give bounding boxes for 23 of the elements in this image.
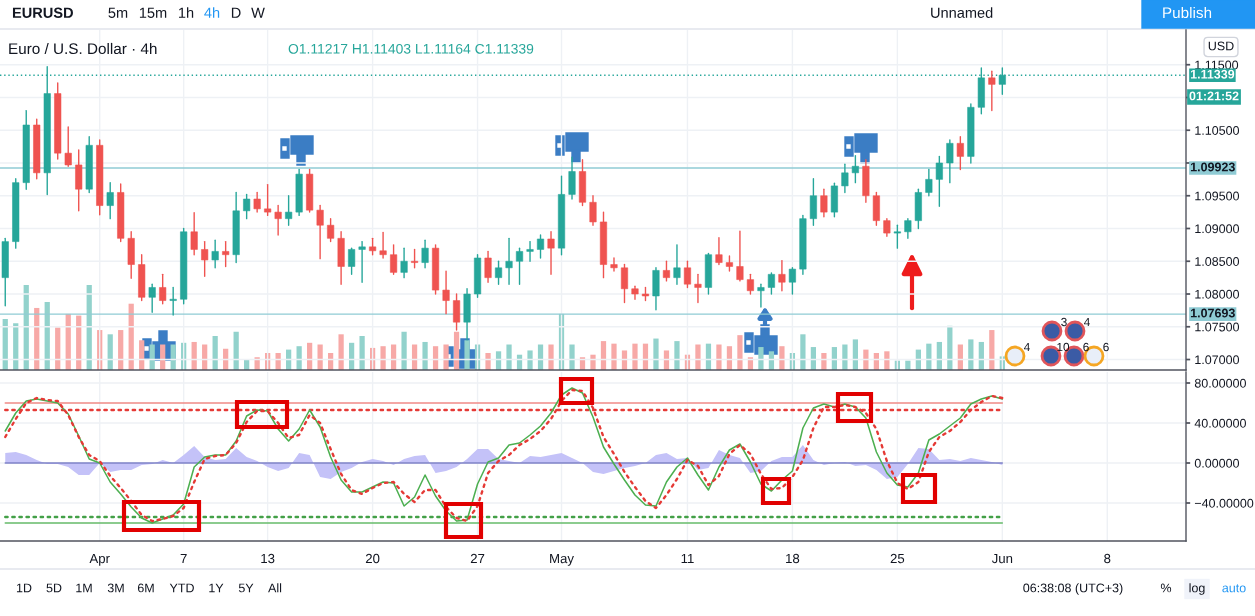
text: EURUSD [12,7,73,18]
text: 6M [137,583,154,593]
text: log [1189,583,1205,595]
text: 15m [139,7,167,18]
text: auto [1222,584,1246,593]
text: Unnamed [931,7,993,18]
text: 06:38:08 (UTC+3) [1023,583,1123,595]
text: Publish [1163,6,1212,19]
text: All [268,583,282,593]
text: YTD [169,583,194,593]
text: 1D [16,583,32,593]
text: 1M [76,583,92,593]
bar [2,319,8,370]
text: 5m [108,7,128,18]
text: 5D [46,583,62,593]
text: 1Y [209,583,224,593]
text: 5Y [238,583,254,593]
text: D [231,7,241,18]
text: W [251,7,265,18]
text: % [1160,583,1172,593]
text: 3M [107,583,124,593]
text: 4h [204,7,220,18]
text: 1h [179,7,194,18]
